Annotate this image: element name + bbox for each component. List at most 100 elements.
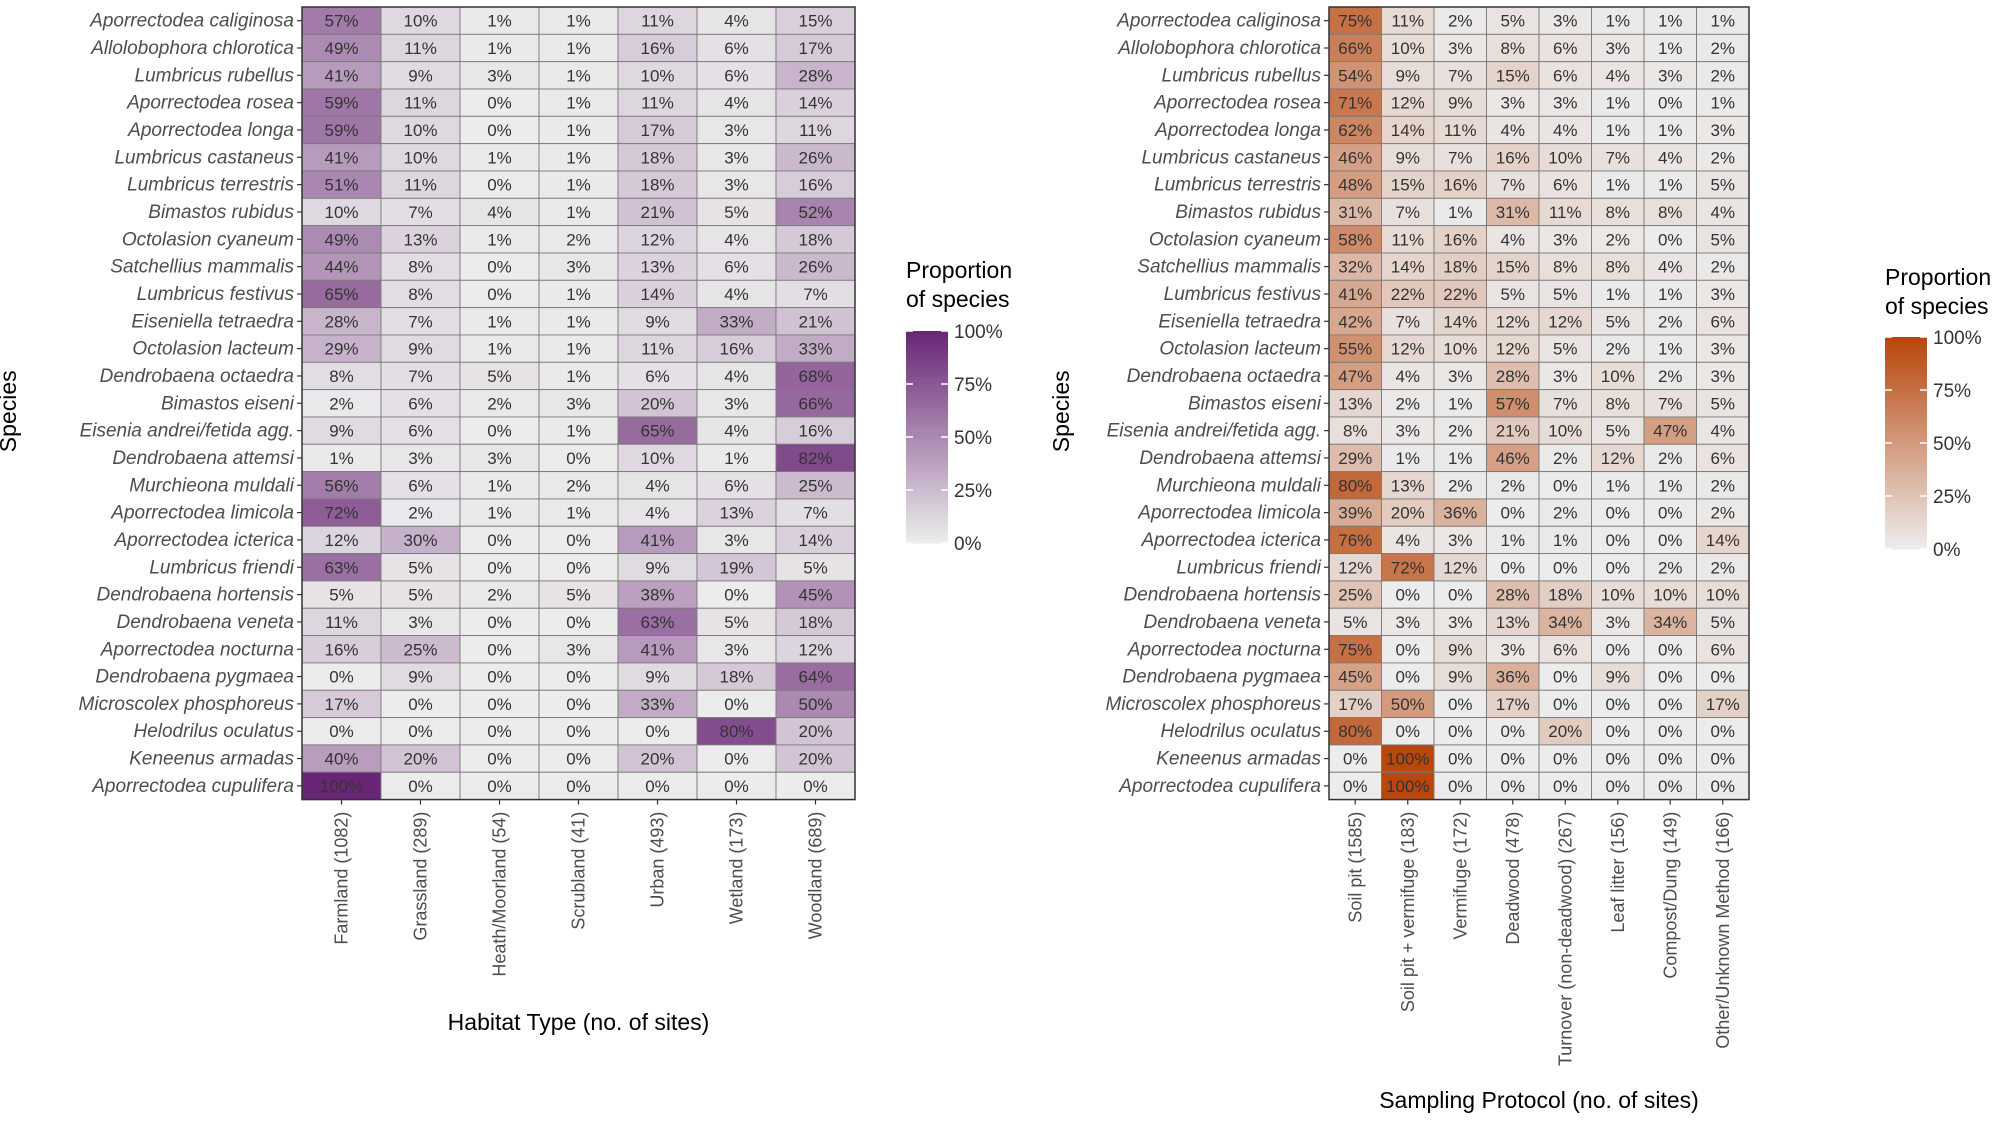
heatmap-cell bbox=[1643, 607, 1697, 637]
legend-colorbar-segment bbox=[1885, 467, 1927, 472]
cell-value-label: 0% bbox=[1658, 531, 1683, 550]
heatmap-cell bbox=[617, 580, 698, 609]
cell-value-label: 4% bbox=[724, 94, 749, 113]
heatmap-cell bbox=[617, 143, 698, 172]
heatmap-cell bbox=[1486, 689, 1540, 719]
heatmap-cell bbox=[775, 252, 856, 281]
cell-value-label: 7% bbox=[1395, 203, 1420, 222]
cell-value-label: 1% bbox=[1448, 394, 1473, 413]
cell-value-label: 41% bbox=[1338, 285, 1372, 304]
cell-value-label: 8% bbox=[329, 367, 354, 386]
heatmap-cell bbox=[775, 361, 856, 391]
cell-value-label: 13% bbox=[640, 258, 674, 277]
heatmap-cell bbox=[538, 197, 619, 227]
heatmap-cell bbox=[1381, 498, 1435, 527]
legend-tick-label: 0% bbox=[954, 534, 982, 555]
cell-value-label: 2% bbox=[1448, 12, 1473, 31]
cell-value-label: 0% bbox=[408, 695, 433, 714]
cell-value-label: 16% bbox=[1443, 176, 1477, 195]
heatmap-cell bbox=[1591, 334, 1645, 363]
heatmap-cell bbox=[617, 635, 698, 664]
cell-value-label: 41% bbox=[640, 531, 674, 550]
heatmap-cell bbox=[696, 389, 777, 418]
heatmap-cell bbox=[1381, 744, 1435, 773]
cell-value-label: 9% bbox=[645, 312, 670, 331]
cell-value-label: 12% bbox=[1496, 340, 1530, 359]
heatmap-cell bbox=[1328, 471, 1382, 500]
cell-value-label: 3% bbox=[487, 449, 512, 468]
cell-value-label: 21% bbox=[640, 203, 674, 222]
cell-value-label: 1% bbox=[487, 340, 512, 359]
cell-value-label: 75% bbox=[1338, 12, 1372, 31]
heatmap-cell bbox=[1591, 553, 1645, 582]
heatmap-cell bbox=[538, 744, 619, 773]
cell-value-label: 58% bbox=[1338, 230, 1372, 249]
cell-value-label: 0% bbox=[1658, 695, 1683, 714]
cell-value-label: 0% bbox=[487, 695, 512, 714]
heatmap-cell bbox=[1696, 717, 1750, 746]
cell-value-label: 0% bbox=[487, 531, 512, 550]
legend-tick-label: 100% bbox=[1933, 328, 1982, 349]
heatmap-cell bbox=[538, 143, 619, 172]
cell-value-label: 0% bbox=[566, 722, 591, 741]
legend-colorbar-segment bbox=[906, 429, 948, 435]
x-tick-label: Woodland (689) bbox=[806, 812, 826, 940]
legend-colorbar-segment bbox=[1885, 527, 1927, 532]
cell-value-label: 9% bbox=[329, 422, 354, 441]
cell-value-label: 6% bbox=[724, 476, 749, 495]
cell-value-label: 8% bbox=[1605, 258, 1630, 277]
cell-value-label: 63% bbox=[324, 558, 358, 577]
legend-colorbar-segment bbox=[906, 525, 948, 530]
cell-value-label: 0% bbox=[566, 695, 591, 714]
heatmap-cell bbox=[1381, 252, 1435, 281]
heatmap-cell bbox=[1591, 225, 1645, 254]
cell-value-label: 26% bbox=[798, 148, 832, 167]
heatmap-cell bbox=[1381, 771, 1435, 801]
cell-value-label: 7% bbox=[1500, 176, 1525, 195]
heatmap-cell bbox=[1433, 744, 1487, 773]
cell-value-label: 4% bbox=[1710, 422, 1735, 441]
legend-colorbar-segment bbox=[1885, 379, 1927, 384]
cell-value-label: 1% bbox=[1605, 121, 1630, 140]
legend-colorbar-segment bbox=[1885, 382, 1927, 388]
protocol-heatmap-panel: 75% 11% 2% 5% 3% 1% 1% 1% 66% 10% 3% 8% 6% 3% 1% 2% 54% 9… bbox=[1048, 6, 1991, 1113]
heatmap-cell bbox=[1591, 361, 1645, 391]
heatmap-cell bbox=[380, 197, 461, 227]
cell-value-label: 5% bbox=[408, 586, 433, 605]
legend-colorbar-segment bbox=[1885, 499, 1927, 504]
cell-value-label: 16% bbox=[640, 39, 674, 58]
y-tick-label: Eisenia andrei/fetida agg. bbox=[1107, 421, 1321, 442]
cell-value-label: 28% bbox=[1496, 367, 1530, 386]
y-tick-label: Dendrobaena pygmaea bbox=[1122, 667, 1321, 688]
legend-colorbar-segment bbox=[1885, 386, 1927, 391]
heatmap-cell bbox=[617, 252, 698, 281]
heatmap-cell bbox=[1381, 197, 1435, 227]
cell-value-label: 0% bbox=[1710, 777, 1735, 796]
cell-value-label: 2% bbox=[566, 230, 591, 249]
heatmap-cell bbox=[538, 170, 619, 199]
heatmap-cell bbox=[380, 525, 461, 555]
heatmap-cell bbox=[775, 744, 856, 773]
heatmap-cell bbox=[1538, 607, 1592, 637]
heatmap-cell bbox=[1433, 115, 1487, 145]
cell-value-label: 9% bbox=[1395, 66, 1420, 85]
heatmap-cell bbox=[1643, 662, 1697, 691]
cell-value-label: 29% bbox=[1338, 449, 1372, 468]
legend-colorbar-segment bbox=[906, 528, 948, 533]
cell-value-label: 72% bbox=[1391, 558, 1425, 577]
cell-value-label: 0% bbox=[487, 285, 512, 304]
cell-value-label: 5% bbox=[1500, 285, 1525, 304]
cell-value-label: 3% bbox=[1553, 12, 1578, 31]
heatmap-cell bbox=[459, 334, 540, 363]
heatmap-cell bbox=[301, 307, 382, 336]
cell-value-label: 1% bbox=[1658, 340, 1683, 359]
legend-colorbar-segment bbox=[906, 331, 948, 336]
cell-value-label: 1% bbox=[566, 340, 591, 359]
cell-value-label: 4% bbox=[487, 203, 512, 222]
y-tick-label: Helodrilus oculatus bbox=[1160, 721, 1321, 742]
heatmap-cell bbox=[1381, 607, 1435, 637]
heatmap-cell bbox=[1381, 525, 1435, 555]
heatmap-cell bbox=[1696, 361, 1750, 391]
legend-colorbar-segment bbox=[906, 532, 948, 537]
legend-colorbar-segment bbox=[1885, 411, 1927, 416]
